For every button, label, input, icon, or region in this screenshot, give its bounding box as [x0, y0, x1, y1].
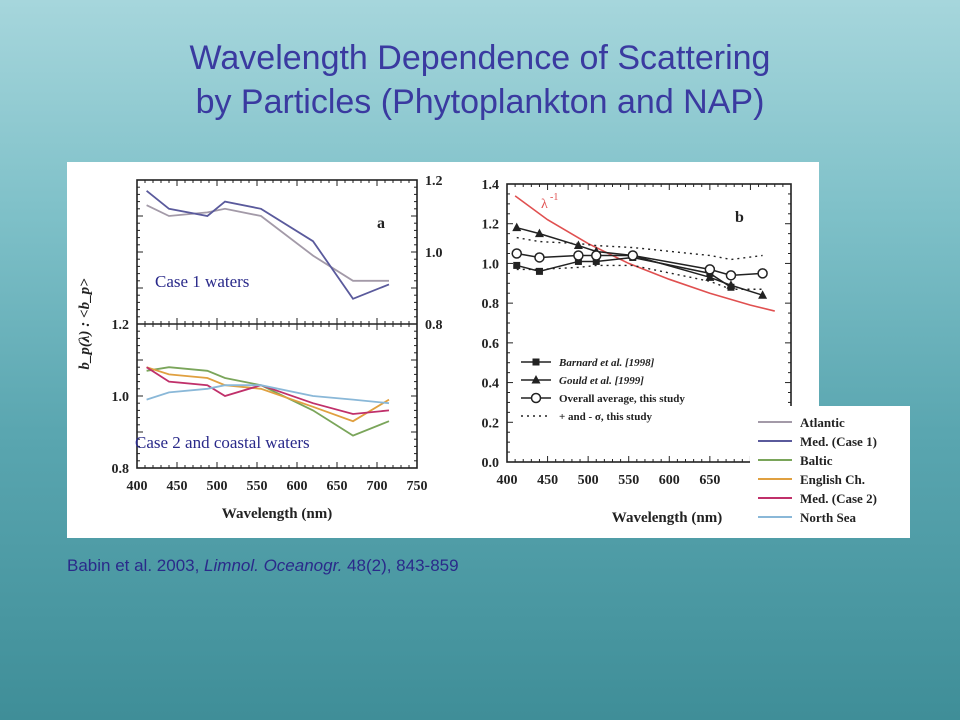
x-tick-label: 500 [207, 479, 228, 494]
y-tick-label: 1.2 [482, 218, 500, 233]
point-gould [534, 228, 544, 238]
point-gould [726, 280, 736, 289]
title-line-2: by Particles (Phytoplankton and NAP) [195, 83, 765, 121]
legend-b-marker [532, 358, 540, 366]
point-average [573, 250, 584, 261]
legend-b-label: Barnard et al. [1998] [558, 357, 655, 369]
series-line-lambda [514, 195, 775, 312]
series-line-atlantic [146, 204, 389, 282]
y-tick-label: 0.4 [482, 377, 500, 392]
x-tick-label: 650 [327, 479, 348, 494]
annotation-case2: Case 2 and coastal waters [135, 433, 310, 452]
x-tick-label: 500 [578, 473, 599, 488]
series-line-north-sea [146, 384, 390, 405]
legend-b-label: + and - σ, this study [559, 411, 652, 423]
x-tick-label: 550 [247, 479, 268, 494]
y-tick-label-right: 0.8 [425, 318, 443, 333]
x-tick-label: 450 [167, 479, 188, 494]
panel-letter-a: a [377, 215, 385, 232]
series-line-gould [516, 226, 763, 296]
title-line-1: Wavelength Dependence of Scattering [189, 39, 771, 77]
point-average [511, 248, 522, 259]
x-tick-label: 600 [287, 479, 308, 494]
x-tick-label: 600 [659, 473, 680, 488]
annotation-case1: Case 1 waters [155, 272, 249, 291]
series-line-sigma-lower [516, 264, 763, 290]
point-barnard [592, 257, 600, 265]
series-line-med-case-2- [146, 366, 390, 415]
legend-svg: Atlantic Med. (Case 1) Baltic English Ch. Me… [758, 415, 877, 525]
y-tick-label: 1.4 [482, 178, 500, 193]
point-average [534, 252, 545, 263]
lambda-label: λ [541, 197, 548, 212]
x-tick-label: 450 [537, 473, 558, 488]
figure-svg: 1.2 1.0 0.8 1.2 1.0 0.8 400 450 500 550 600 650 700 7… [77, 174, 792, 526]
x-tick-label: 400 [127, 479, 148, 494]
point-gould [512, 222, 522, 232]
slide-title: Wavelength Dependence of Scattering by P… [0, 36, 960, 124]
y-tick-label: 0.8 [482, 297, 500, 312]
point-average [627, 250, 639, 261]
x-axis-label: Wavelength (nm) [222, 506, 332, 522]
point-barnard [574, 257, 582, 265]
series-line-average [516, 252, 763, 277]
legend-a-label: North Sea [800, 510, 856, 525]
point-gould [758, 290, 768, 299]
y-tick-label: 0.2 [482, 416, 500, 431]
legend-box-a: Atlantic Med. (Case 1) Baltic English Ch. Me… [750, 406, 910, 538]
y-tick-label-left: 1.0 [112, 390, 130, 405]
y-tick-label-right: 1.0 [425, 246, 443, 261]
citation-journal: Limnol. Oceanogr. [204, 556, 343, 575]
legend-b-marker [531, 375, 541, 384]
x-tick-label: 400 [497, 473, 518, 488]
x-tick-label: 650 [699, 473, 720, 488]
legend-a-label: Med. (Case 2) [800, 491, 877, 506]
y-tick-label-left: 1.2 [112, 318, 130, 333]
legend-a-label: Med. (Case 1) [800, 434, 877, 449]
lambda-exponent: -1 [550, 192, 558, 203]
series-line-med-case-1- [146, 190, 390, 300]
point-average [725, 270, 737, 281]
y-tick-label: 0.0 [482, 456, 500, 471]
y-tick-label: 1.0 [482, 257, 500, 272]
legend-b-label: Gould et al. [1999] [559, 375, 644, 387]
point-average [757, 268, 768, 279]
legend-a-label: English Ch. [800, 472, 865, 487]
x-tick-label: 750 [407, 479, 428, 494]
point-average [591, 250, 602, 261]
series-line-barnard [516, 256, 732, 288]
point-average [704, 264, 716, 275]
x-tick-label: 550 [618, 473, 639, 488]
citation-rest: 48(2), 843-859 [342, 556, 459, 575]
citation: Babin et al. 2003, Limnol. Oceanogr. 48(… [67, 556, 459, 576]
legend-b-marker [530, 392, 542, 404]
series-line-baltic [146, 366, 390, 437]
series-line-english-ch- [146, 366, 390, 423]
y-tick-label-right: 1.2 [425, 174, 443, 189]
citation-authors: Babin et al. 2003, [67, 556, 205, 575]
point-gould [705, 272, 715, 281]
y-tick-label-left: 0.8 [112, 462, 130, 477]
legend-a-label: Atlantic [800, 415, 845, 430]
point-barnard [513, 261, 521, 269]
point-gould [573, 240, 583, 250]
y-axis-label: b_p(λ) : <b_p> [77, 278, 93, 370]
series-line-sigma-upper [516, 236, 763, 261]
legend-b-label: Overall average, this study [559, 393, 685, 405]
x-tick-label: 700 [367, 479, 388, 494]
x-axis-label-b: Wavelength (nm) [612, 510, 722, 526]
legend-a-label: Baltic [800, 453, 833, 468]
y-tick-label: 0.6 [482, 337, 500, 352]
panel-letter-b: b [735, 209, 744, 226]
point-barnard [535, 267, 543, 275]
figure-panel: 1.2 1.0 0.8 1.2 1.0 0.8 400 450 500 550 600 650 700 7… [67, 162, 819, 538]
